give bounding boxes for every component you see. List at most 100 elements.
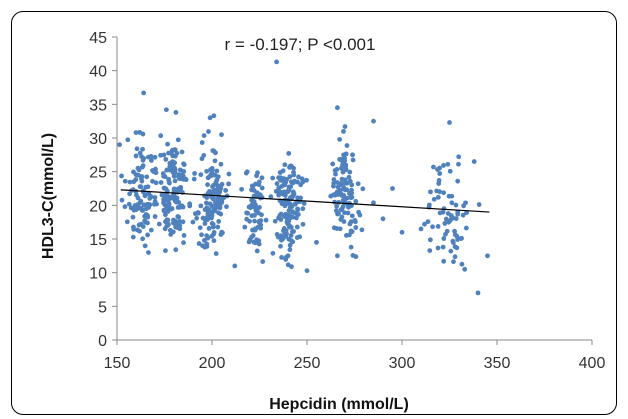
data-point: [141, 90, 147, 96]
data-point: [281, 182, 287, 188]
data-point: [206, 226, 212, 231]
data-point: [122, 178, 128, 184]
plot-area: 0 5 10 15 20 25 30 35 40 45 150 200 250 300 350 400: [89, 30, 605, 372]
data-point: [143, 184, 149, 190]
data-point: [140, 146, 145, 152]
data-point: [145, 191, 151, 197]
data-point: [177, 176, 182, 182]
data-point: [355, 181, 361, 187]
data-point: [437, 189, 443, 195]
data-point: [340, 169, 346, 175]
data-point: [353, 198, 359, 204]
data-point: [209, 170, 215, 175]
data-point: [166, 201, 172, 207]
data-point: [211, 196, 216, 202]
data-point: [147, 195, 153, 201]
data-point: [166, 179, 172, 185]
data-point: [454, 245, 460, 251]
data-point: [274, 181, 280, 187]
data-point: [276, 188, 282, 194]
data-point: [286, 151, 292, 156]
data-point: [356, 209, 361, 215]
data-point: [165, 217, 171, 223]
data-point: [180, 204, 186, 210]
data-point: [166, 222, 171, 227]
data-point: [300, 221, 306, 227]
data-point: [343, 233, 349, 238]
data-point: [291, 165, 296, 171]
data-point: [135, 165, 141, 171]
data-point: [152, 195, 158, 200]
data-point: [133, 172, 139, 178]
data-point: [453, 202, 459, 208]
data-point: [205, 182, 210, 188]
data-point: [452, 254, 458, 260]
data-point: [133, 153, 139, 159]
data-point: [440, 244, 446, 250]
data-point: [172, 178, 178, 184]
data-point: [223, 188, 229, 193]
x-tick-label: 150: [104, 355, 131, 372]
data-point: [152, 154, 158, 160]
data-point: [435, 224, 441, 229]
data-point: [334, 203, 340, 209]
data-point: [291, 210, 296, 215]
x-axis-title: Hepcidin (mmol/L): [269, 396, 409, 413]
data-point: [341, 152, 347, 158]
data-point: [148, 227, 154, 233]
data-point: [330, 161, 336, 167]
data-point: [133, 130, 139, 136]
data-point: [287, 242, 293, 248]
data-point: [449, 193, 455, 199]
data-point: [485, 253, 490, 259]
data-point: [289, 264, 294, 270]
data-point: [283, 234, 289, 239]
y-axis-ticks: 0 5 10 15 20 25 30 35 40 45: [89, 30, 117, 350]
data-point: [399, 229, 405, 235]
data-point: [445, 161, 451, 167]
data-point: [201, 237, 207, 243]
y-tick-label: 40: [89, 64, 107, 81]
data-point: [256, 238, 262, 244]
data-point: [390, 186, 395, 191]
x-tick-label: 300: [389, 355, 416, 372]
data-point: [464, 210, 469, 216]
y-tick-label: 15: [89, 232, 107, 249]
data-point: [218, 161, 224, 167]
data-point: [282, 190, 288, 196]
data-point: [462, 266, 468, 272]
data-point: [256, 219, 262, 225]
data-point: [218, 232, 224, 237]
data-point: [437, 210, 443, 216]
data-point: [349, 182, 355, 188]
data-point: [345, 203, 351, 209]
data-point: [282, 162, 288, 168]
data-point: [279, 255, 285, 260]
data-point: [163, 248, 168, 254]
y-tick-label: 20: [89, 198, 107, 215]
data-points: [117, 59, 490, 296]
data-point: [288, 215, 294, 221]
x-tick-label: 350: [484, 355, 511, 372]
data-point: [328, 193, 334, 199]
data-point: [288, 238, 294, 243]
data-point: [216, 219, 222, 224]
data-point: [447, 120, 452, 125]
data-point: [347, 221, 353, 227]
data-point: [338, 180, 344, 186]
data-point: [181, 169, 187, 174]
data-point: [204, 168, 210, 174]
data-point: [142, 243, 148, 249]
data-point: [288, 232, 294, 238]
data-point: [226, 171, 232, 177]
data-point: [172, 153, 178, 159]
data-point: [268, 194, 274, 200]
data-point: [226, 181, 231, 187]
data-point: [207, 174, 213, 179]
data-point: [348, 195, 354, 201]
data-point: [173, 222, 179, 227]
data-point: [131, 179, 137, 185]
data-point: [117, 142, 122, 148]
data-point: [158, 180, 164, 185]
